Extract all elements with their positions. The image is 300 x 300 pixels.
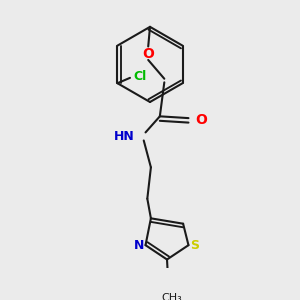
Text: S: S <box>190 239 199 252</box>
Text: O: O <box>196 113 208 127</box>
Text: Cl: Cl <box>134 70 147 83</box>
Text: HN: HN <box>114 130 135 142</box>
Text: CH₃: CH₃ <box>161 293 182 300</box>
Text: N: N <box>134 239 144 252</box>
Text: O: O <box>142 47 154 61</box>
